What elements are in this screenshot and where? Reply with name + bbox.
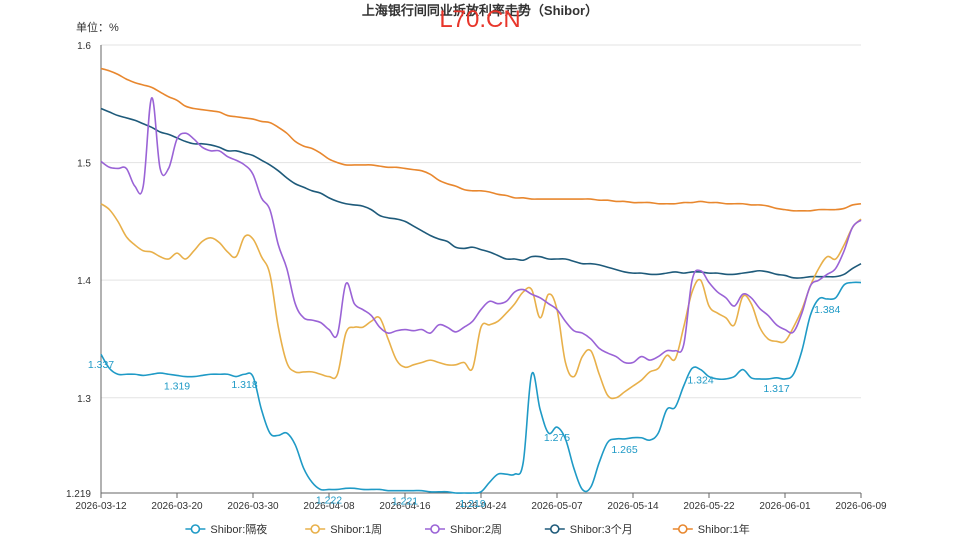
x-tick-label: 2026-03-20 (151, 501, 203, 512)
y-tick-label: 1.4 (77, 276, 91, 287)
legend-swatch-marker (430, 524, 440, 534)
chart-title: 上海银行间同业拆放利率走势（Shibor） (362, 3, 598, 18)
unit-label: 单位：% (76, 20, 119, 34)
x-axis: 2026-03-12 2026-03-20 2026-03-30 2026-04-08… (75, 492, 887, 512)
x-tick-label: 2026-03-30 (227, 501, 279, 512)
legend-item-label[interactable]: Shibor:1年 (698, 522, 750, 536)
series-lines (100, 67, 862, 494)
x-tick-label: 2026-05-22 (683, 501, 735, 512)
series-line (100, 203, 862, 400)
data-label: 1.221 (392, 496, 418, 508)
data-labels: 1.337 1.319 1.318 1.222 1.221 1.219 1.275 1.265… (88, 304, 841, 510)
y-tick-label: 1.6 (77, 41, 91, 52)
series-line (100, 97, 862, 365)
x-tick-label: 2026-03-12 (75, 501, 127, 512)
x-tick-label: 2026-04-16 (379, 501, 431, 512)
data-label: 1.324 (687, 375, 713, 387)
legend-item-label[interactable]: Shibor:1周 (330, 523, 382, 536)
legend-swatch-marker (190, 524, 201, 534)
y-axis: 1.219 1.3 1.4 1.5 1.6 (66, 41, 102, 500)
x-tick-label: 2026-05-07 (531, 501, 583, 512)
legend-swatch-marker (549, 524, 560, 534)
legend-item-label[interactable]: Shibor:隔夜 (210, 522, 267, 536)
y-tick-label: 1.3 (77, 394, 91, 405)
data-label: 1.275 (544, 432, 570, 444)
data-label: 1.337 (88, 359, 114, 371)
legend-swatch-marker (310, 524, 321, 534)
data-label: 1.219 (459, 498, 485, 510)
data-label: 1.317 (763, 383, 789, 395)
data-label: 1.318 (231, 379, 257, 391)
y-tick-label: 1.5 (77, 159, 91, 170)
legend-item-label[interactable]: Shibor:2周 (450, 523, 502, 536)
x-tick-label: 2026-04-08 (303, 501, 355, 512)
x-tick-label: 2026-05-14 (607, 501, 659, 512)
series-line (100, 67, 862, 212)
legend: Shibor:隔夜 Shibor:1周 Shibor:2周 Shibor:3个月 Shi… (185, 522, 750, 536)
watermark: L70.CN (439, 6, 520, 33)
legend-item-label[interactable]: Shibor:3个月 (570, 523, 633, 536)
series-line (100, 107, 862, 279)
series-line (100, 281, 862, 494)
x-tick-label: 2026-06-01 (759, 501, 811, 512)
grid-lines (101, 44, 861, 494)
x-tick-label: 2026-06-09 (835, 501, 887, 512)
x-tick-label: 2026-04-24 (455, 501, 507, 512)
data-label: 1.222 (316, 494, 342, 506)
data-label: 1.265 (611, 444, 637, 456)
data-label: 1.319 (164, 380, 190, 392)
data-label: 1.384 (814, 304, 840, 316)
y-tick-label: 1.219 (66, 489, 91, 500)
legend-swatch-marker (677, 524, 688, 534)
